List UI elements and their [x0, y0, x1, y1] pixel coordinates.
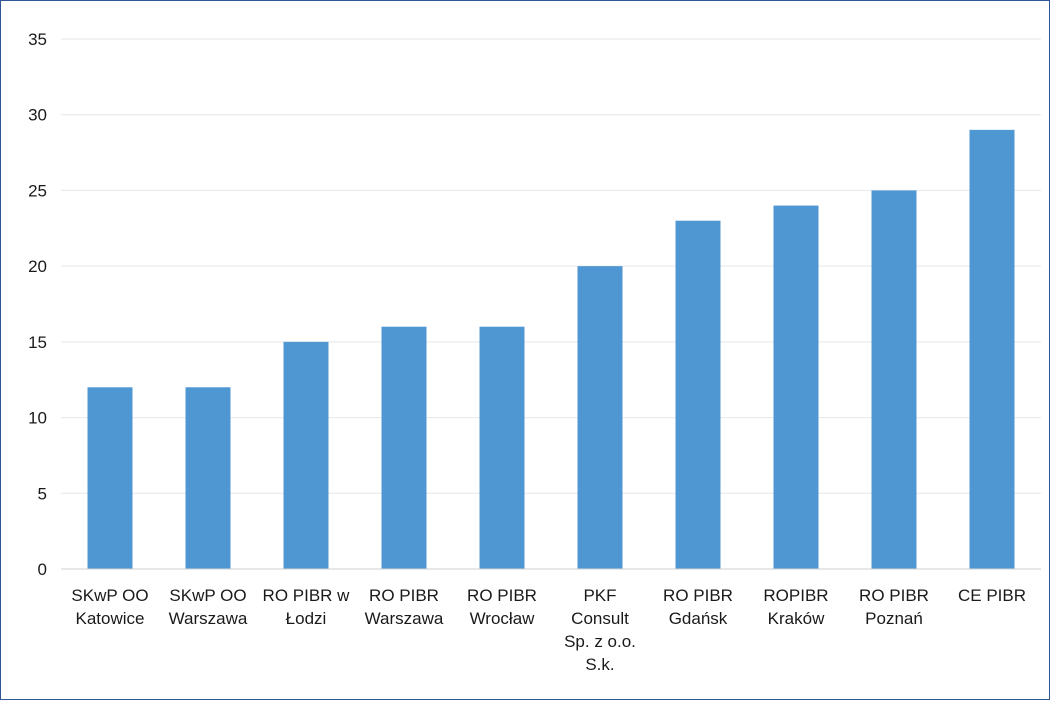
- x-category-label-line: SKwP OO: [169, 586, 246, 605]
- bar: [381, 326, 427, 569]
- x-category-label-line: Poznań: [865, 609, 923, 628]
- y-tick-label: 15: [28, 333, 47, 352]
- x-category-label-line: Kraków: [768, 609, 825, 628]
- x-category-label-line: ROPIBR: [763, 586, 828, 605]
- bar: [675, 220, 721, 569]
- x-category-label: RO PIBR Poznań: [859, 586, 929, 628]
- bar: [479, 326, 525, 569]
- x-category-label-line: RO PIBR: [467, 586, 537, 605]
- y-tick-label: 25: [28, 181, 47, 200]
- x-category-label-line: Katowice: [76, 609, 145, 628]
- x-category-label: SKwP OO Katowice: [71, 586, 148, 628]
- x-category-label-line: SKwP OO: [71, 586, 148, 605]
- bar: [87, 387, 133, 569]
- y-tick-label: 20: [28, 257, 47, 276]
- bar: [185, 387, 231, 569]
- x-category-label-line: RO PIBR: [663, 586, 733, 605]
- x-category-label-line: PKF: [583, 586, 616, 605]
- x-category-label-line: S.k.: [585, 655, 614, 674]
- x-category-label-line: Consult: [571, 609, 629, 628]
- x-category-label-line: Warszawa: [365, 609, 444, 628]
- x-category-label-line: Sp. z o.o.: [564, 632, 636, 651]
- x-category-label-line: CE PIBR: [958, 586, 1026, 605]
- y-tick-label: 5: [38, 484, 47, 503]
- x-category-label-line: RO PIBR w: [263, 586, 351, 605]
- y-tick-label: 0: [38, 560, 47, 579]
- x-category-label: PKF Consult Sp. z o.o. S.k.: [564, 586, 636, 674]
- bar: [871, 190, 917, 569]
- bar: [577, 266, 623, 569]
- x-category-label: RO PIBR w Łodzi: [263, 586, 351, 628]
- x-category-label-line: Gdańsk: [669, 609, 728, 628]
- bar: [969, 129, 1015, 569]
- x-category-label-line: RO PIBR: [369, 586, 439, 605]
- x-category-label: CE PIBR: [958, 586, 1026, 605]
- y-axis-tick-labels: 0 5 10 15 20 25 30 35: [28, 30, 47, 579]
- x-category-label-line: RO PIBR: [859, 586, 929, 605]
- x-axis-category-labels: SKwP OO Katowice SKwP OO Warszawa RO PIBR w Ł…: [71, 586, 1026, 674]
- x-category-label-line: Warszawa: [169, 609, 248, 628]
- bar: [283, 341, 329, 569]
- bar: [773, 205, 819, 570]
- y-tick-label: 10: [28, 409, 47, 428]
- x-category-label: ROPIBR Kraków: [763, 586, 828, 628]
- x-category-label: RO PIBR Wrocław: [467, 586, 537, 628]
- y-tick-label: 35: [28, 30, 47, 49]
- x-category-label: SKwP OO Warszawa: [169, 586, 248, 628]
- x-category-label-line: Wrocław: [470, 609, 536, 628]
- x-category-label: RO PIBR Warszawa: [365, 586, 444, 628]
- x-category-label-line: Łodzi: [286, 609, 327, 628]
- y-tick-label: 30: [28, 106, 47, 125]
- x-category-label: RO PIBR Gdańsk: [663, 586, 733, 628]
- bars: [87, 129, 1015, 570]
